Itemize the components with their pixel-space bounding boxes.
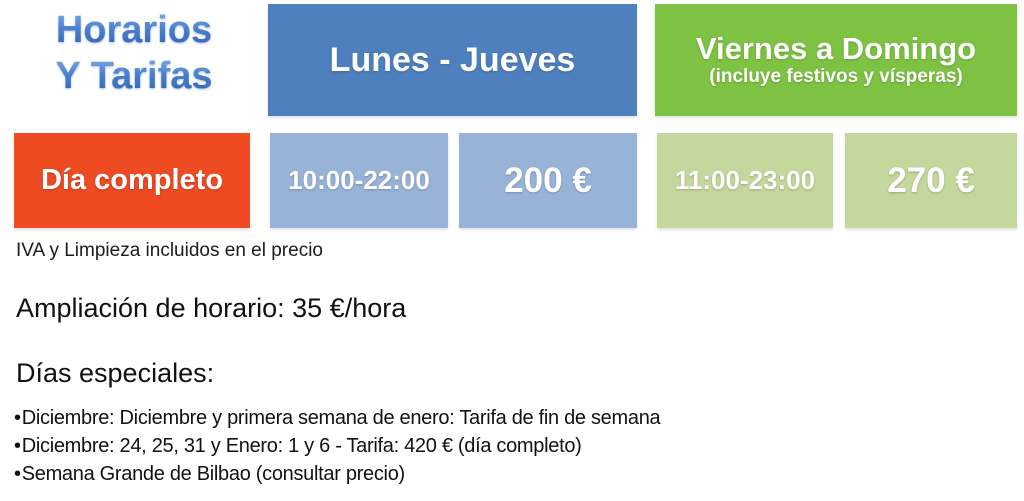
cell-weekday-hours-text: 10:00-22:00 xyxy=(288,165,430,195)
special-days-item: •Diciembre: 24, 25, 31 y Enero: 1 y 6 - … xyxy=(14,432,660,460)
special-days-item: •Semana Grande de Bilbao (consultar prec… xyxy=(14,460,660,488)
cell-weekend-price-text: 270 € xyxy=(887,160,975,200)
cell-weekday-hours: 10:00-22:00 xyxy=(270,133,448,228)
column-header-weekend: Viernes a Domingo (incluye festivos y ví… xyxy=(655,4,1017,116)
special-days-item-text: Diciembre: Diciembre y primera semana de… xyxy=(21,407,661,429)
column-header-weekend-sublabel: (incluye festivos y vísperas) xyxy=(709,65,963,87)
note-vat-included: IVA y Limpieza incluidos en el precio xyxy=(16,240,323,261)
column-header-weekday-label: Lunes - Jueves xyxy=(329,40,576,79)
cell-weekday-price: 200 € xyxy=(459,133,637,228)
special-days-item: •Diciembre: Diciembre y primera semana d… xyxy=(14,404,661,432)
special-days-item-text: Semana Grande de Bilbao (consultar preci… xyxy=(21,463,405,485)
page-title: Horarios Y Tarifas xyxy=(8,8,260,99)
page-title-line2: Y Tarifas xyxy=(8,54,260,100)
column-header-weekend-label: Viernes a Domingo xyxy=(695,31,977,67)
cell-weekend-price: 270 € xyxy=(845,133,1017,228)
row-label-full-day: Día completo xyxy=(14,133,250,228)
cell-weekend-hours-text: 11:00-23:00 xyxy=(674,165,816,195)
special-days-list: •Diciembre: Diciembre y primera semana d… xyxy=(14,404,661,488)
note-hour-extension: Ampliación de horario: 35 €/hora xyxy=(16,293,407,323)
bullet-icon: • xyxy=(14,407,21,429)
bullet-icon: • xyxy=(14,463,21,485)
cell-weekday-price-text: 200 € xyxy=(504,160,592,200)
special-days-title: Días especiales: xyxy=(16,358,215,388)
bullet-icon: • xyxy=(14,435,21,457)
page-title-line1: Horarios xyxy=(8,8,260,54)
special-days-item-text: Diciembre: 24, 25, 31 y Enero: 1 y 6 - T… xyxy=(21,435,582,457)
cell-weekend-hours: 11:00-23:00 xyxy=(657,133,833,228)
row-label-full-day-text: Día completo xyxy=(40,164,224,196)
column-header-weekday: Lunes - Jueves xyxy=(268,4,637,116)
